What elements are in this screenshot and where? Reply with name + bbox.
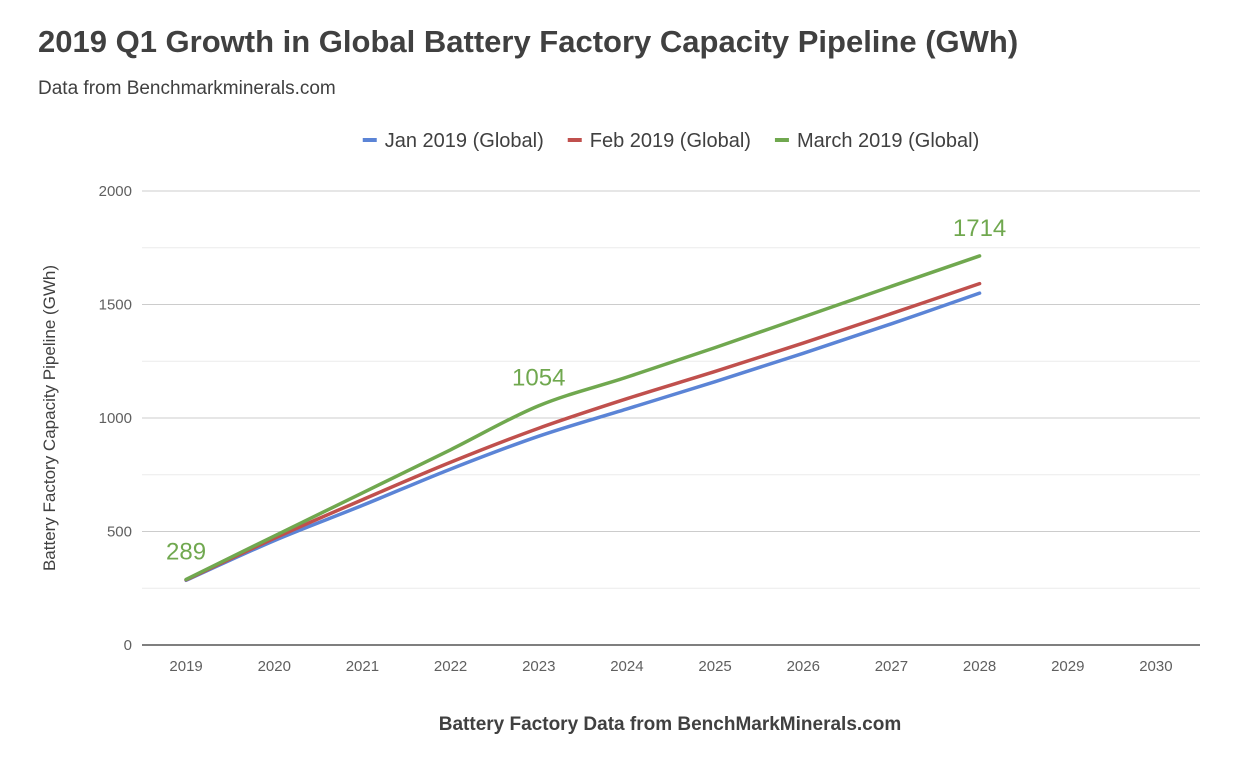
data-label: 289 [166, 538, 206, 565]
x-tick-label: 2030 [1139, 658, 1172, 675]
y-axis-ticks: 0 500 1000 1500 2000 [99, 183, 132, 654]
x-axis-label: Battery Factory Data from BenchMarkMiner… [439, 714, 901, 735]
y-axis-label: Battery Factory Capacity Pipeline (GWh) [40, 265, 59, 571]
chart-title: 2019 Q1 Growth in Global Battery Factory… [38, 24, 1019, 59]
x-tick-label: 2021 [346, 658, 379, 675]
legend-item-2: Feb 2019 (Global) [567, 130, 751, 152]
series-line-3 [184, 254, 982, 582]
data-label: 1714 [953, 215, 1006, 242]
gridlines [142, 190, 1200, 646]
y-tick-label: 0 [124, 637, 132, 654]
legend-label: March 2019 (Global) [797, 130, 979, 152]
y-tick-label: 500 [107, 524, 132, 541]
series-lines [184, 254, 982, 583]
series-line-2 [184, 281, 982, 582]
data-labels: 289 1054 1714 [166, 215, 1006, 565]
y-tick-label: 1500 [99, 297, 132, 314]
legend: Jan 2019 (Global) Feb 2019 (Global) March … [362, 130, 979, 152]
x-tick-label: 2023 [522, 658, 555, 675]
x-tick-label: 2027 [875, 658, 908, 675]
y-tick-label: 2000 [99, 183, 132, 200]
legend-label: Feb 2019 (Global) [590, 130, 751, 152]
x-tick-label: 2020 [258, 658, 291, 675]
x-tick-label: 2026 [787, 658, 820, 675]
x-tick-label: 2022 [434, 658, 467, 675]
chart-subtitle: Data from Benchmarkminerals.com [38, 78, 336, 99]
x-tick-label: 2019 [169, 658, 202, 675]
x-tick-label: 2025 [698, 658, 731, 675]
x-axis-ticks: 2019 2020 2021 2022 2023 2024 2025 2026 2027 2028… [169, 658, 1172, 675]
x-tick-label: 2029 [1051, 658, 1084, 675]
legend-item-1: Jan 2019 (Global) [362, 130, 544, 152]
y-tick-label: 1000 [99, 410, 132, 427]
series-line-1 [184, 291, 982, 583]
legend-label: Jan 2019 (Global) [385, 130, 544, 152]
legend-item-3: March 2019 (Global) [774, 130, 979, 152]
x-tick-label: 2028 [963, 658, 996, 675]
data-label: 1054 [512, 365, 565, 392]
x-tick-label: 2024 [610, 658, 643, 675]
